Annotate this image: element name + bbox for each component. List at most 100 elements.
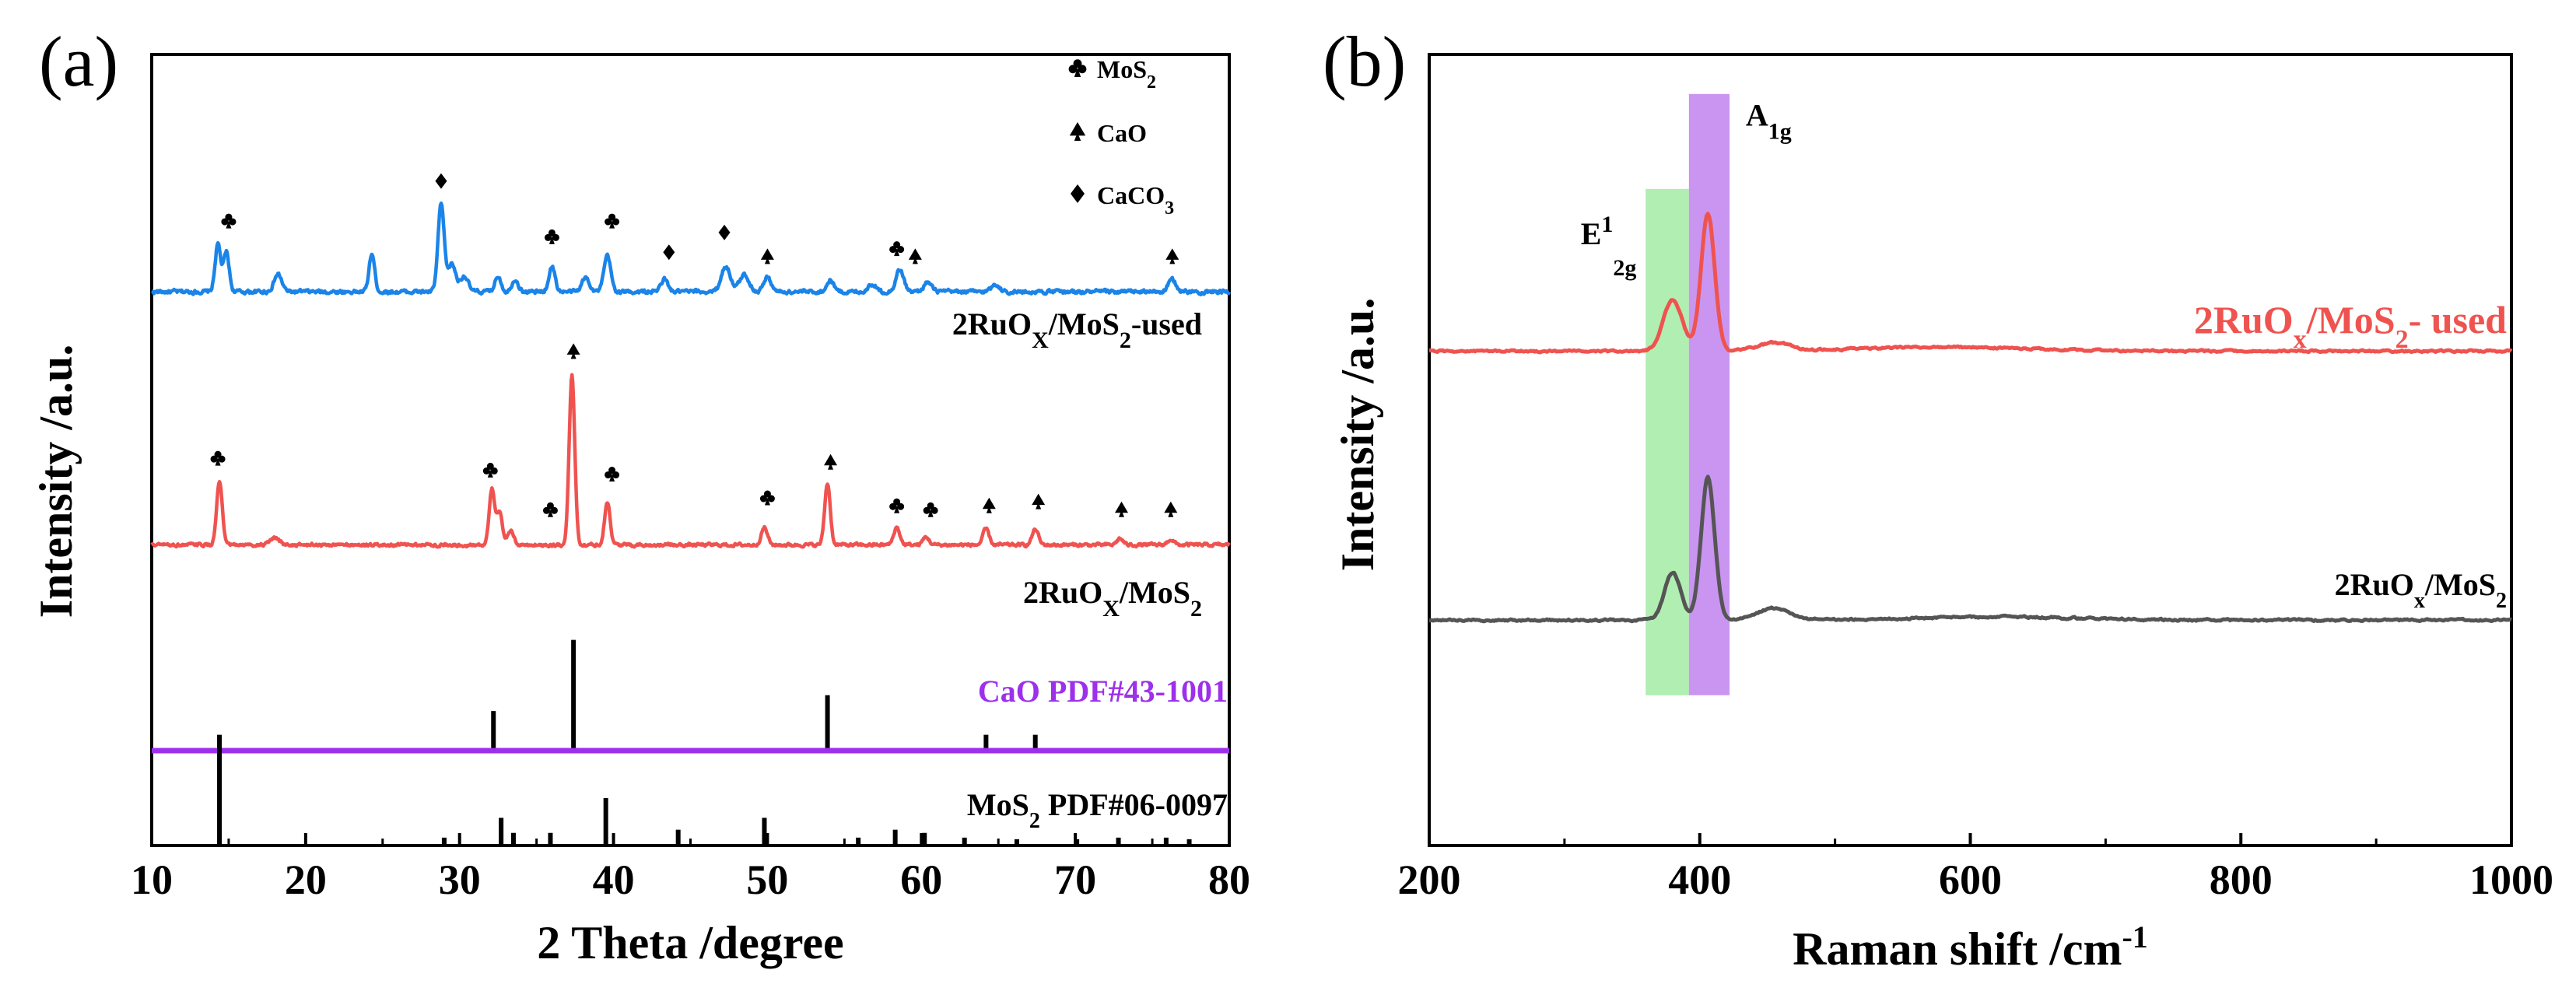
- peak-band: [1645, 188, 1689, 695]
- club-marker: [482, 462, 498, 478]
- spade-marker: [1115, 501, 1128, 517]
- x-tick-label: 50: [746, 856, 788, 903]
- club-stem: [927, 509, 934, 517]
- club-lobe: [889, 503, 897, 510]
- x-tick-label: 70: [1054, 856, 1096, 903]
- diamond-shape: [435, 173, 447, 189]
- text-part: /MoS: [2424, 567, 2496, 602]
- club-lobe: [612, 218, 620, 226]
- x-tick-label: 20: [285, 856, 327, 903]
- spade-marker: [1164, 501, 1178, 517]
- text-part: -used: [1131, 306, 1202, 341]
- x-axis-title-b: Raman shift /cm-1: [1793, 919, 2148, 975]
- text-subscript: 2: [1120, 327, 1131, 353]
- spade-marker: [1032, 493, 1046, 510]
- mos2-pdf-label: MoS2 PDF#06-0097: [967, 787, 1228, 833]
- spade-marker: [824, 453, 838, 470]
- club-stem: [894, 248, 900, 257]
- legend-label: CaCO3: [1097, 181, 1174, 219]
- club-lobe: [608, 467, 616, 474]
- text-subscript: X: [1032, 327, 1049, 353]
- club-lobe: [221, 218, 229, 226]
- x-tick-label: 60: [900, 856, 942, 903]
- text-part: CaO: [1097, 119, 1147, 147]
- club-marker: [889, 498, 905, 513]
- plot-frame-b: [1428, 53, 2513, 847]
- text-part: MoS: [967, 787, 1029, 822]
- diamond-shape: [663, 244, 675, 261]
- club-marker: [605, 467, 620, 482]
- club-lobe: [214, 450, 222, 458]
- club-lobe: [612, 471, 620, 479]
- x-tick-label: 1000: [2469, 856, 2553, 903]
- club-stem: [894, 505, 900, 513]
- series-label-b: 2RuOx/MoS2: [2335, 567, 2507, 613]
- club-lobe: [897, 503, 905, 510]
- text-part: - used: [2409, 298, 2508, 341]
- club-lobe: [225, 213, 233, 221]
- club-marker: [759, 490, 775, 506]
- xrd-series-line: [150, 201, 1232, 297]
- club-lobe: [542, 506, 550, 514]
- text-part: Raman shift /cm: [1793, 923, 2122, 975]
- club-lobe: [482, 467, 490, 474]
- club-lobe: [552, 233, 559, 241]
- raman-series-line: [1428, 212, 2513, 355]
- club-marker: [221, 213, 237, 229]
- cao-pdf-label: CaO PDF#43-1001: [978, 674, 1228, 709]
- club-stem: [548, 236, 555, 244]
- spade-marker: [982, 497, 996, 513]
- spade-marker: [908, 248, 922, 264]
- club-stem: [215, 457, 221, 466]
- spade-shape: [566, 343, 580, 355]
- club-lobe: [923, 506, 931, 514]
- spade-shape: [982, 497, 996, 510]
- y-axis-title-b: Intensity /a.u.: [1332, 298, 1383, 572]
- club-lobe: [927, 502, 934, 510]
- diamond-marker: [1071, 184, 1085, 203]
- club-lobe: [605, 471, 612, 479]
- club-lobe: [897, 246, 905, 254]
- spade-shape: [1032, 493, 1046, 506]
- club-lobe: [229, 218, 237, 226]
- series-label-a: 2RuOX/MoS2: [1023, 575, 1202, 622]
- x-tick-label: 800: [2210, 856, 2273, 903]
- club-stem: [1074, 68, 1081, 77]
- text-subscript: X: [1102, 596, 1120, 622]
- spade-stem: [1168, 510, 1174, 517]
- text-subscript: 3: [1165, 198, 1174, 219]
- diamond-marker: [663, 244, 675, 261]
- text-subscript: 2: [2496, 589, 2507, 613]
- text-part: CaCO: [1097, 181, 1165, 209]
- spade-stem: [1036, 502, 1042, 510]
- panel-b: (b) 200 400 600 800 1000 Raman shift /cm-1 Inte…: [1323, 22, 2553, 975]
- club-lobe: [893, 241, 901, 249]
- spade-shape: [760, 248, 774, 260]
- diamond-shape: [718, 224, 731, 240]
- club-lobe: [210, 455, 218, 463]
- text-superscript: 1: [1601, 212, 1613, 237]
- text-subscript: 2: [2396, 325, 2409, 354]
- club-lobe: [1073, 59, 1082, 68]
- club-lobe: [486, 462, 494, 470]
- club-stem: [609, 220, 615, 229]
- panel-label-b: (b): [1323, 22, 1406, 101]
- text-part: 2RuO: [2335, 567, 2414, 602]
- x-tick-label: 10: [131, 856, 173, 903]
- club-lobe: [544, 233, 552, 241]
- spade-stem: [828, 462, 834, 470]
- club-lobe: [889, 246, 897, 254]
- club-lobe: [759, 495, 767, 503]
- club-marker: [542, 502, 558, 517]
- text-subscript: 2: [1190, 596, 1202, 622]
- x-axis-title-a: 2 Theta /degree: [537, 917, 843, 968]
- x-tick-label: 600: [1939, 856, 2002, 903]
- peak-annotation: E12g: [1581, 212, 1637, 282]
- club-lobe: [490, 467, 498, 474]
- x-tick-label: 400: [1668, 856, 1731, 903]
- spade-marker: [760, 248, 774, 264]
- text-subscript: 2g: [1613, 255, 1636, 281]
- spade-marker: [566, 343, 580, 359]
- club-lobe: [767, 495, 775, 503]
